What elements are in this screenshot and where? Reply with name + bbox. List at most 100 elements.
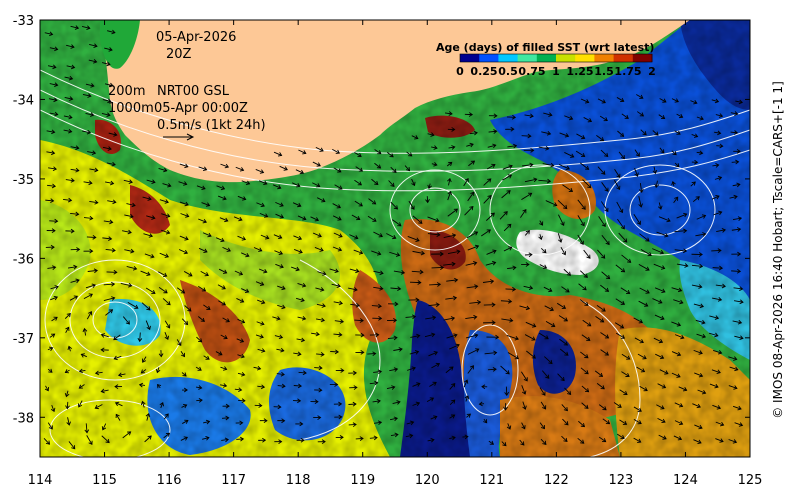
current-arrow: [256, 202, 265, 208]
current-arrow: [695, 232, 707, 237]
current-arrow: [314, 365, 323, 371]
current-arrow: [405, 433, 414, 439]
current-arrow: [633, 437, 642, 443]
current-arrow: [159, 401, 165, 409]
current-arrow: [114, 384, 123, 389]
current-arrow: [163, 432, 171, 439]
current-arrow: [412, 401, 421, 407]
current-arrow: [712, 404, 722, 410]
current-arrow: [393, 270, 406, 275]
current-arrow: [101, 423, 107, 431]
current-arrow: [83, 180, 93, 186]
current-arrow: [64, 75, 74, 81]
current-arrow: [466, 142, 474, 148]
current-arrow: [333, 332, 343, 337]
current-arrow: [505, 286, 517, 292]
current-arrow: [638, 182, 644, 194]
current-arrow: [163, 413, 169, 420]
current-arrow: [178, 249, 189, 255]
current-arrow: [485, 260, 497, 266]
current-arrow: [693, 349, 703, 355]
current-arrow: [637, 111, 645, 117]
current-arrow: [715, 438, 724, 443]
current-arrow: [198, 166, 208, 172]
current-arrow: [106, 269, 118, 275]
current-arrow: [597, 166, 606, 175]
current-arrow: [195, 366, 202, 371]
current-arrow: [696, 214, 707, 220]
current-arrow: [595, 315, 605, 323]
current-arrow: [674, 162, 680, 168]
current-arrow: [198, 316, 205, 322]
current-arrow: [369, 332, 380, 338]
current-arrow: [449, 343, 460, 350]
current-arrow: [333, 300, 343, 306]
current-arrow: [355, 350, 365, 355]
current-arrow: [449, 414, 456, 419]
current-arrow: [714, 175, 723, 181]
current-arrow: [487, 367, 497, 372]
current-arrow: [502, 174, 513, 181]
current-arrow: [373, 286, 384, 291]
current-arrow: [241, 252, 250, 258]
current-arrow: [70, 145, 80, 151]
current-arrow: [506, 334, 519, 341]
current-arrow: [369, 380, 379, 386]
current-arrow: [617, 130, 625, 137]
current-arrow: [329, 268, 339, 274]
current-arrow: [66, 44, 75, 49]
current-arrow: [600, 349, 610, 356]
colorbar-tick-label: 0.25: [470, 65, 497, 78]
current-arrow: [354, 318, 364, 323]
current-arrow: [354, 200, 363, 207]
current-arrow: [488, 129, 498, 134]
current-arrow: [203, 355, 210, 360]
current-arrow: [94, 404, 103, 410]
current-arrow: [445, 295, 458, 301]
current-arrow: [102, 146, 112, 151]
current-arrow: [674, 228, 688, 234]
current-arrow: [220, 163, 230, 169]
current-arrow: [581, 334, 591, 341]
current-arrow: [671, 287, 683, 293]
current-arrow: [618, 232, 628, 243]
current-arrow: [200, 270, 209, 277]
current-arrow: [371, 303, 382, 309]
current-arrow: [222, 317, 230, 323]
current-arrow: [673, 196, 679, 204]
current-arrow: [277, 285, 286, 291]
current-arrow: [580, 98, 590, 104]
current-arrow: [348, 287, 358, 292]
current-arrow: [463, 379, 469, 388]
current-arrow: [316, 303, 326, 308]
current-arrow: [373, 231, 383, 238]
current-arrow: [447, 177, 452, 186]
current-arrow: [427, 216, 440, 223]
current-arrow: [621, 254, 632, 263]
current-arrow: [295, 169, 305, 175]
current-arrow: [505, 126, 515, 132]
current-arrow: [405, 314, 417, 320]
current-arrow: [467, 244, 480, 251]
current-arrow: [579, 299, 589, 306]
current-arrow: [115, 413, 121, 421]
current-arrow: [500, 298, 513, 304]
current-arrow: [406, 151, 413, 157]
current-arrow: [291, 182, 301, 188]
current-arrow: [317, 439, 326, 445]
current-arrow: [312, 182, 321, 188]
current-arrow: [277, 304, 286, 310]
current-arrow: [696, 116, 704, 121]
current-arrow: [614, 169, 621, 179]
current-arrow: [653, 337, 664, 344]
current-arrow: [196, 185, 206, 191]
colorbar-swatch: [575, 54, 595, 62]
current-arrow: [143, 233, 154, 238]
current-arrow: [257, 348, 266, 353]
current-arrow: [292, 398, 302, 404]
current-arrow: [577, 234, 584, 245]
current-arrow: [388, 301, 399, 307]
current-arrow: [87, 268, 98, 274]
current-arrow: [124, 213, 134, 219]
